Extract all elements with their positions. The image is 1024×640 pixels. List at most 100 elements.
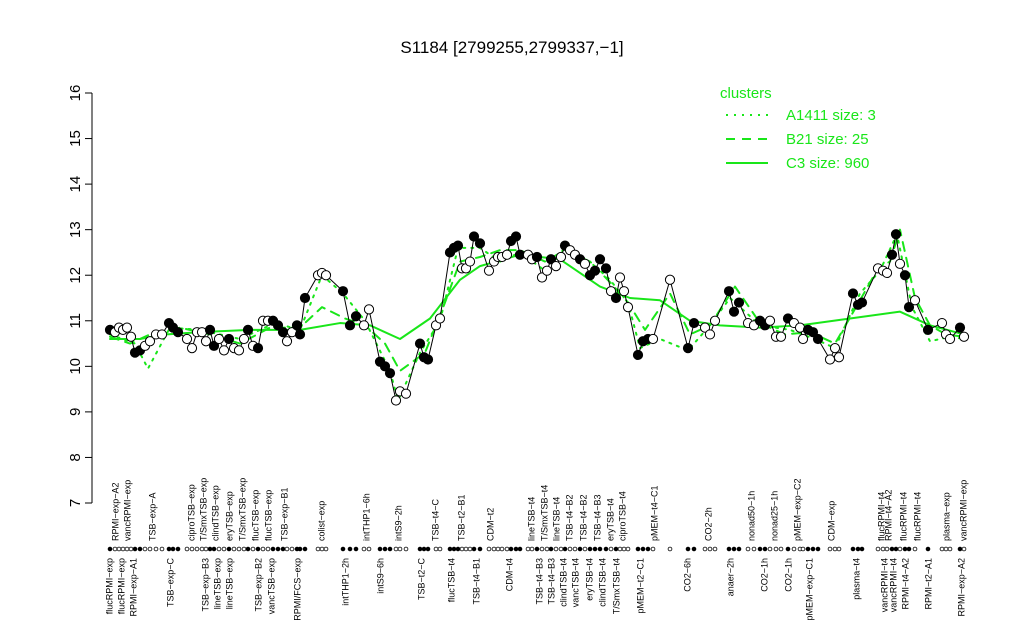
data-point: [204, 324, 216, 335]
rug-mark: [128, 546, 134, 552]
rug-mark: [275, 546, 281, 552]
y-tick-label: 8: [67, 453, 84, 461]
data-point: [414, 338, 426, 349]
rug-mark: [417, 546, 423, 552]
rug-mark: [297, 546, 303, 552]
rug-mark: [791, 546, 797, 552]
data-point: [899, 270, 911, 281]
rug-mark: [203, 546, 209, 552]
rug-mark: [226, 546, 232, 552]
x-tick-label-top: TSB−exp−A: [147, 492, 157, 541]
rug-mark: [194, 546, 200, 552]
rug-mark: [397, 546, 403, 552]
rug-mark: [880, 546, 886, 552]
rug-mark: [961, 546, 967, 552]
series-line-solid: [109, 253, 965, 340]
rug-mark: [289, 546, 295, 552]
data-point: [903, 302, 915, 313]
x-tick-label-bottom: lineTSB−exp: [224, 558, 234, 609]
rug-mark: [773, 546, 779, 552]
rug-mark: [582, 546, 588, 552]
x-tick-label-bottom: clindTSB−t4: [558, 558, 568, 607]
rug-mark: [467, 546, 473, 552]
x-tick-label-bottom: anaer−2h: [725, 558, 735, 596]
rug-mark: [617, 546, 623, 552]
x-tick-label-bottom: TSB−t4−B1: [471, 558, 481, 605]
rug-mark: [495, 546, 501, 552]
rug-mark: [184, 546, 190, 552]
data-point: [555, 251, 567, 263]
rug-mark: [340, 546, 346, 552]
data-point: [218, 345, 230, 356]
y-tick-label: 16: [67, 85, 84, 102]
rug-mark: [387, 546, 393, 552]
rug-mark: [265, 546, 271, 552]
x-tick-label-top: CDM−t2: [485, 508, 495, 541]
rug-mark: [712, 546, 718, 552]
x-tick-label-top: vancRPMI−exp: [122, 480, 132, 541]
data-point: [172, 327, 184, 338]
data-point: [958, 331, 970, 342]
rug-mark: [691, 546, 697, 552]
data-point: [468, 231, 480, 242]
x-tick-label-bottom: vancTSB−t4: [570, 558, 580, 607]
x-tick-label-top: TSB−t4−B3: [592, 494, 602, 541]
rug-mark: [731, 546, 737, 552]
rug-mark: [893, 546, 899, 552]
data-point: [233, 345, 245, 356]
rug-mark: [667, 546, 673, 552]
data-point: [464, 256, 476, 267]
x-tick-label-bottom: TSB−t4−B3: [534, 558, 544, 605]
x-tick-label-bottom: RPMI/FCS−exp: [292, 558, 302, 621]
data-point: [610, 292, 622, 304]
data-point: [688, 317, 700, 329]
rug-mark: [393, 546, 399, 552]
rug-mark: [189, 546, 195, 552]
data-point: [589, 265, 601, 276]
x-tick-label-top: TSB−t4−B2: [578, 494, 588, 541]
rug-mark: [827, 546, 833, 552]
y-axis: 7 8 9 10 11 12 13 14 15 16: [67, 85, 93, 507]
x-tick-label-bottom: vancRPMI−t4: [888, 558, 898, 612]
data-point: [531, 251, 543, 263]
data-point: [709, 315, 721, 326]
x-tick-label-bottom: TSB−exp−C: [165, 558, 175, 608]
rug-mark: [120, 546, 126, 552]
rug-mark: [170, 546, 176, 552]
rug-mark: [421, 546, 427, 552]
data-point: [181, 333, 193, 345]
x-tick-label-bottom: T/SmxTSB−t4: [611, 558, 621, 614]
rug-mark: [800, 546, 806, 552]
data-point: [728, 306, 740, 317]
x-tick-label-top: flucTSB−exp: [250, 490, 260, 541]
data-point: [277, 327, 289, 338]
data-point: [434, 313, 446, 324]
data-point: [881, 267, 893, 279]
x-tick-label-bottom: RPMI−exp−A2: [956, 558, 966, 617]
rug-mark: [884, 546, 890, 552]
x-tick-labels: RPMI−exp−A2 vancRPMI−exp TSB−exp−A ciproTSB…: [104, 478, 968, 621]
rug-mark: [504, 546, 510, 552]
data-point: [579, 258, 591, 269]
data-point: [545, 254, 557, 265]
x-tick-label-bottom: pMEM−exp−C1: [804, 558, 814, 621]
x-tick-label-bottom: vancTSB−exp: [266, 558, 276, 614]
data-point: [812, 333, 824, 345]
x-tick-label-bottom: RPMI−exp−A1: [128, 558, 138, 617]
data-point: [474, 238, 486, 249]
rug-mark: [315, 546, 321, 552]
data-point: [605, 286, 617, 297]
x-tick-label-bottom: TSB−exp−B2: [253, 558, 263, 612]
rug-mark: [592, 546, 598, 552]
rug-mark: [491, 546, 497, 552]
rug-mark: [366, 546, 372, 552]
x-tick-label-top: plasma−exp: [941, 492, 951, 541]
rug-mark: [433, 546, 439, 552]
x-tick-label-top: pMEM−t4−C1: [649, 485, 659, 541]
data-point: [208, 340, 220, 351]
rug-mark: [815, 546, 821, 552]
data-point: [954, 322, 966, 333]
rug-mark: [762, 546, 768, 552]
data-point: [704, 329, 716, 340]
